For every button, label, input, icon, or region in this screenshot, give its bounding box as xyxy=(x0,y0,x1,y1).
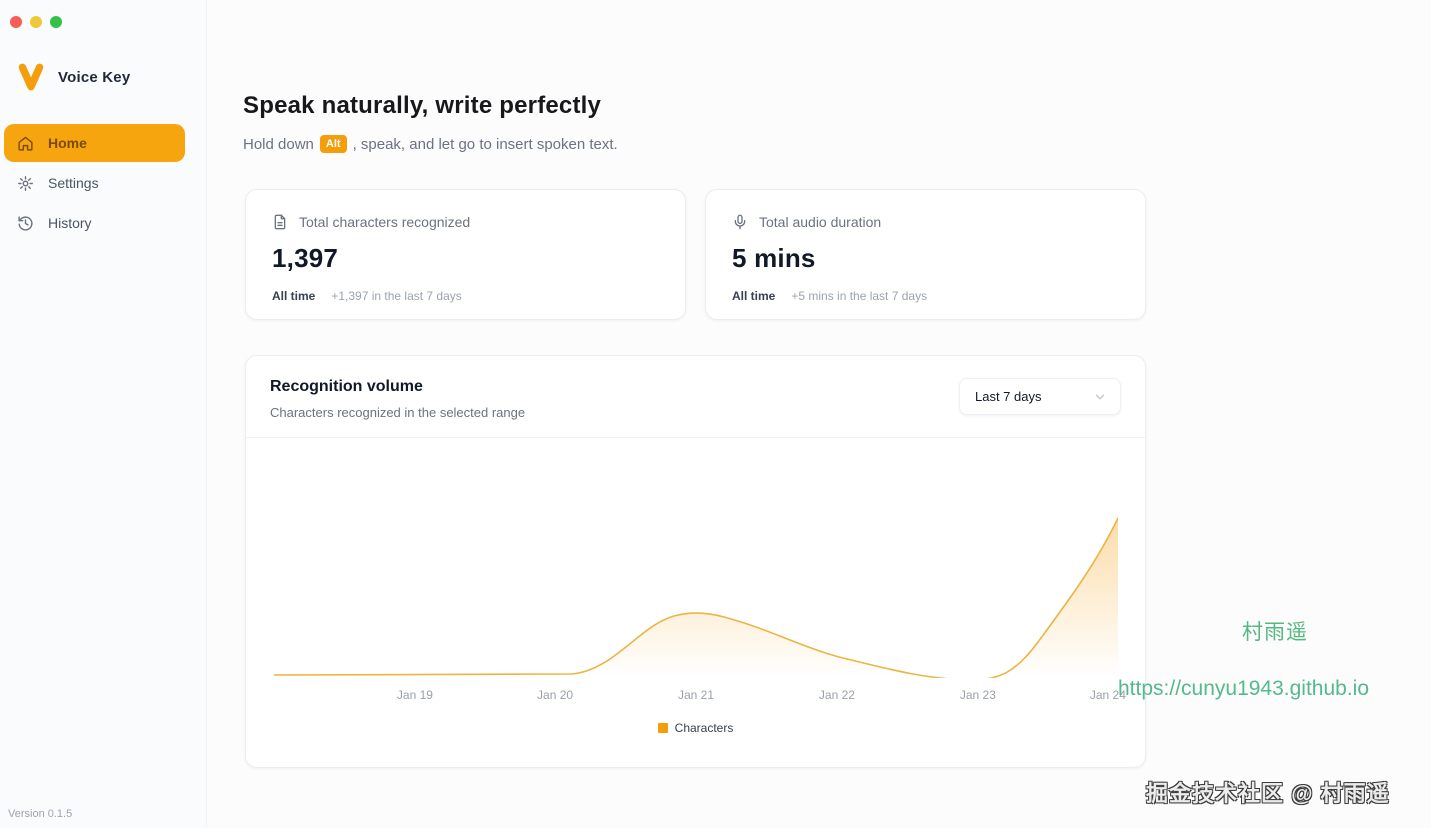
stat-card-audio: Total audio duration 5 mins All time +5 … xyxy=(705,189,1146,320)
stats-row: Total characters recognized 1,397 All ti… xyxy=(245,189,1146,320)
chevron-down-icon xyxy=(1095,394,1105,399)
x-tick: Jan 22 xyxy=(818,688,855,702)
x-tick: Jan 19 xyxy=(396,688,433,702)
alt-key-badge: Alt xyxy=(319,135,347,153)
document-icon xyxy=(274,214,286,230)
x-tick: Jan 21 xyxy=(677,688,715,702)
sidebar-item-label: History xyxy=(48,215,92,231)
subtitle-prefix: Hold down xyxy=(243,135,314,153)
range-select[interactable]: Last 7 days xyxy=(959,378,1121,415)
sidebar-item-label: Settings xyxy=(48,175,99,191)
sidebar-nav: Home Settings History xyxy=(0,124,206,244)
x-tick: Jan 23 xyxy=(959,688,996,702)
page-title: Speak naturally, write perfectly xyxy=(243,92,602,119)
watermark-url: https://cunyu1943.github.io xyxy=(1118,677,1370,700)
area-line xyxy=(274,517,1118,678)
window-controls xyxy=(10,16,62,28)
sidebar-item-label: Home xyxy=(48,135,87,151)
minimize-button[interactable] xyxy=(30,16,42,28)
app-name: Voice Key xyxy=(58,68,131,86)
legend-label: Characters xyxy=(674,721,734,735)
voice-key-logo-icon xyxy=(18,63,44,91)
close-button[interactable] xyxy=(10,16,22,28)
stat-range-label: All time xyxy=(732,289,776,303)
area-fill xyxy=(274,518,1118,678)
sidebar: Voice Key Home Settings History Version … xyxy=(0,0,207,828)
history-icon xyxy=(18,215,33,231)
stat-label: Total characters recognized xyxy=(299,214,471,230)
microphone-icon xyxy=(734,214,746,230)
maximize-button[interactable] xyxy=(50,16,62,28)
chart-subtitle: Characters recognized in the selected ra… xyxy=(270,405,526,420)
stat-card-characters: Total characters recognized 1,397 All ti… xyxy=(245,189,686,320)
app-version: Version 0.1.5 xyxy=(8,808,73,820)
legend-swatch-characters xyxy=(657,723,668,733)
chart-title: Recognition volume xyxy=(270,378,423,395)
sidebar-item-settings[interactable]: Settings xyxy=(4,164,185,202)
area-chart xyxy=(274,517,1118,678)
home-icon xyxy=(18,136,33,151)
watermark-community: 掘金技术社区 @ 村雨遥 xyxy=(1146,781,1390,806)
page-header: Speak naturally, write perfectly Hold do… xyxy=(243,92,618,153)
page-subtitle: Hold down Alt , speak, and let go to ins… xyxy=(243,135,618,153)
area-chart-body: Jan 19 Jan 20 Jan 21 Jan 22 Jan 23 Jan 2… xyxy=(246,438,1145,768)
subtitle-suffix: , speak, and let go to insert spoken tex… xyxy=(352,135,618,153)
stat-value: 5 mins xyxy=(732,243,816,273)
sidebar-item-history[interactable]: History xyxy=(4,204,185,242)
stat-delta: +5 mins in the last 7 days xyxy=(791,289,928,303)
x-tick: Jan 20 xyxy=(537,688,574,702)
stat-value: 1,397 xyxy=(272,243,339,273)
chart-legend: Characters xyxy=(246,721,1145,735)
watermark-author: 村雨遥 xyxy=(1242,621,1308,644)
x-axis: Jan 19 Jan 20 Jan 21 Jan 22 Jan 23 Jan 2… xyxy=(274,688,1126,704)
x-tick: Jan 24 xyxy=(1089,688,1126,702)
range-select-value: Last 7 days xyxy=(975,389,1042,404)
gear-icon xyxy=(18,175,33,191)
app-logo-row: Voice Key xyxy=(16,62,130,92)
stat-label: Total audio duration xyxy=(759,214,882,230)
recognition-volume-card: Recognition volume Characters recognized… xyxy=(245,355,1146,768)
stat-delta: +1,397 in the last 7 days xyxy=(331,289,462,303)
stat-range-label: All time xyxy=(272,289,316,303)
sidebar-item-home[interactable]: Home xyxy=(4,124,185,162)
